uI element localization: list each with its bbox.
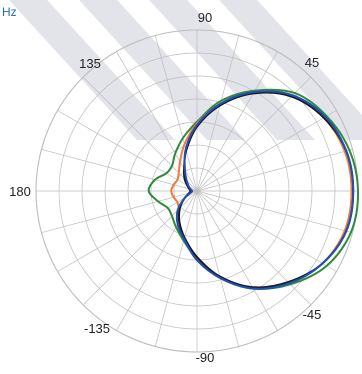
- grid-spoke: [41, 190, 198, 234]
- polar-grid: [35, 29, 359, 353]
- grid-spoke: [57, 190, 198, 272]
- grid-spoke: [116, 190, 198, 331]
- watermark-stripes: [9, 0, 362, 140]
- series-layer: [147, 88, 360, 290]
- grid-spoke: [196, 190, 240, 347]
- angle-tick-label: -45: [303, 307, 322, 322]
- grid-spoke: [196, 190, 337, 272]
- watermark-stripe: [9, 0, 175, 140]
- angle-tick-label: -135: [84, 321, 110, 336]
- watermark-stripe: [79, 0, 245, 140]
- grid-spoke: [196, 51, 278, 192]
- grid-spoke: [154, 35, 198, 192]
- grid-spoke: [196, 190, 353, 234]
- corner-text: Hz: [2, 5, 17, 19]
- grid-spoke: [196, 190, 278, 331]
- grid-spoke: [196, 35, 240, 192]
- grid-spoke: [196, 190, 312, 306]
- angle-tick-label: 135: [79, 56, 101, 71]
- series-line-4: [175, 90, 355, 290]
- grid-spoke: [41, 148, 198, 192]
- grid-spoke: [196, 110, 337, 192]
- grid-spoke: [154, 190, 198, 347]
- angle-tick-label: 90: [198, 10, 212, 25]
- angle-tick-label: 180: [9, 184, 31, 199]
- watermark-stripe: [219, 0, 362, 140]
- grid-spoke: [57, 110, 198, 192]
- angle-tick-label: 45: [305, 55, 319, 70]
- series-line-3: [177, 91, 355, 289]
- grid-spoke: [196, 148, 353, 192]
- angle-tick-label: -90: [196, 350, 215, 365]
